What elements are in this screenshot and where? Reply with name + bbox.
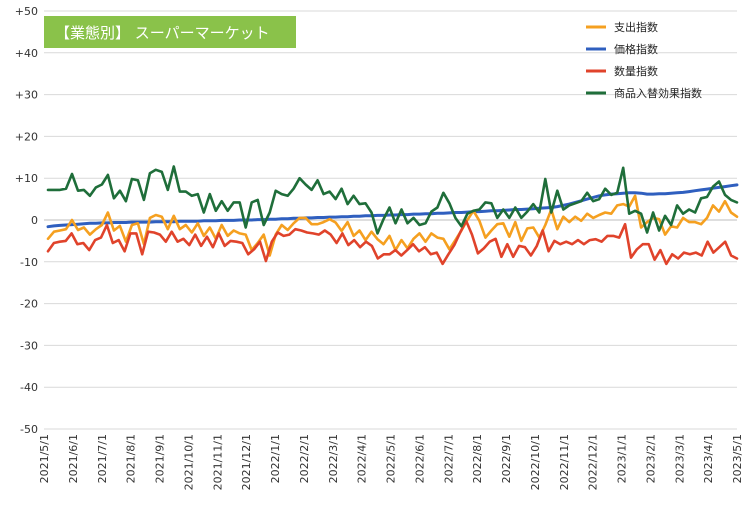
x-tick-label: 2023/1/1: [616, 434, 629, 483]
x-tick-label: 2023/5/1: [731, 434, 742, 483]
y-tick-label: +30: [15, 89, 38, 102]
x-tick-label: 2021/7/1: [96, 434, 109, 483]
legend-label-quantity: 数量指数: [614, 64, 658, 78]
x-tick-label: 2022/12/1: [587, 434, 600, 490]
x-tick-label: 2022/7/1: [442, 434, 455, 483]
y-tick-label: +50: [15, 5, 38, 18]
series-line-spending: [46, 194, 739, 257]
x-tick-label: 2022/5/1: [385, 434, 398, 483]
y-tick-label: -50: [20, 423, 38, 436]
legend-label-spending: 支出指数: [614, 20, 658, 34]
x-tick-label: 2021/9/1: [154, 434, 167, 483]
y-tick-label: +10: [15, 172, 38, 185]
x-tick-label: 2022/6/1: [413, 434, 426, 483]
series-line-quantity: [46, 219, 739, 266]
y-tick-label: -20: [20, 298, 38, 311]
x-tick-label: 2022/10/1: [529, 434, 542, 490]
y-tick-label: -30: [20, 339, 38, 352]
y-tick-label: 0: [31, 214, 38, 227]
x-axis: 2021/5/1 2021/6/1 2021/7/1 2021/8/1 2021/9/1…: [38, 434, 742, 490]
x-tick-label: 2021/8/1: [125, 434, 138, 483]
y-tick-label: +20: [15, 130, 38, 143]
x-tick-label: 2022/1/1: [269, 434, 282, 483]
x-tick-label: 2022/3/1: [327, 434, 340, 483]
x-tick-label: 2023/2/1: [644, 434, 657, 483]
chart-title: 【業態別】 スーパーマーケット: [55, 24, 270, 42]
series-line-mix: [46, 165, 739, 235]
x-tick-label: 2022/11/1: [558, 434, 571, 490]
x-tick-label: 2021/6/1: [67, 434, 80, 483]
x-tick-label: 2023/4/1: [702, 434, 715, 483]
x-tick-label: 2022/2/1: [298, 434, 311, 483]
chart-title-background: [44, 16, 296, 48]
x-tick-label: 2021/11/1: [211, 434, 224, 490]
x-tick-label: 2022/8/1: [471, 434, 484, 483]
x-tick-label: 2021/5/1: [38, 434, 51, 483]
x-tick-label: 2023/3/1: [673, 434, 686, 483]
y-tick-label: -40: [20, 381, 38, 394]
legend-label-price: 価格指数: [614, 42, 658, 56]
grid: [44, 10, 737, 430]
y-axis: +50 +40 +30 +20 +10 0 -10 -20 -30 -40 -50: [15, 5, 38, 436]
x-tick-label: 2022/9/1: [500, 434, 513, 483]
x-tick-label: 2022/4/1: [356, 434, 369, 483]
y-tick-label: -10: [20, 256, 38, 269]
x-tick-label: 2021/10/1: [182, 434, 195, 490]
legend-label-mix: 商品入替効果指数: [614, 86, 702, 100]
x-tick-label: 2021/12/1: [240, 434, 253, 490]
series-group: [46, 165, 739, 266]
y-tick-label: +40: [15, 47, 38, 60]
chart-title-box: 【業態別】 スーパーマーケット: [44, 16, 296, 48]
